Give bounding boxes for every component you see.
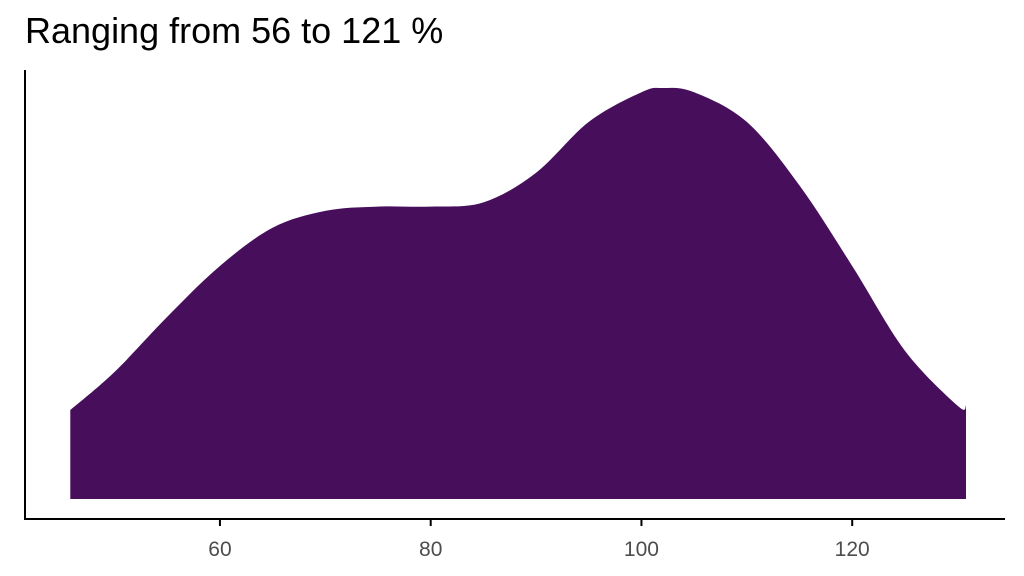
density-area xyxy=(70,87,967,499)
x-tick-label: 100 xyxy=(624,538,659,561)
x-tick-label: 120 xyxy=(835,538,870,561)
x-tick-label: 60 xyxy=(208,538,231,561)
chart-title: Ranging from 56 to 121 % xyxy=(25,10,444,51)
density-area-layer xyxy=(70,87,967,499)
x-tick-label: 80 xyxy=(419,538,442,561)
x-ticks-layer: 60 80 100 120 xyxy=(208,519,870,561)
